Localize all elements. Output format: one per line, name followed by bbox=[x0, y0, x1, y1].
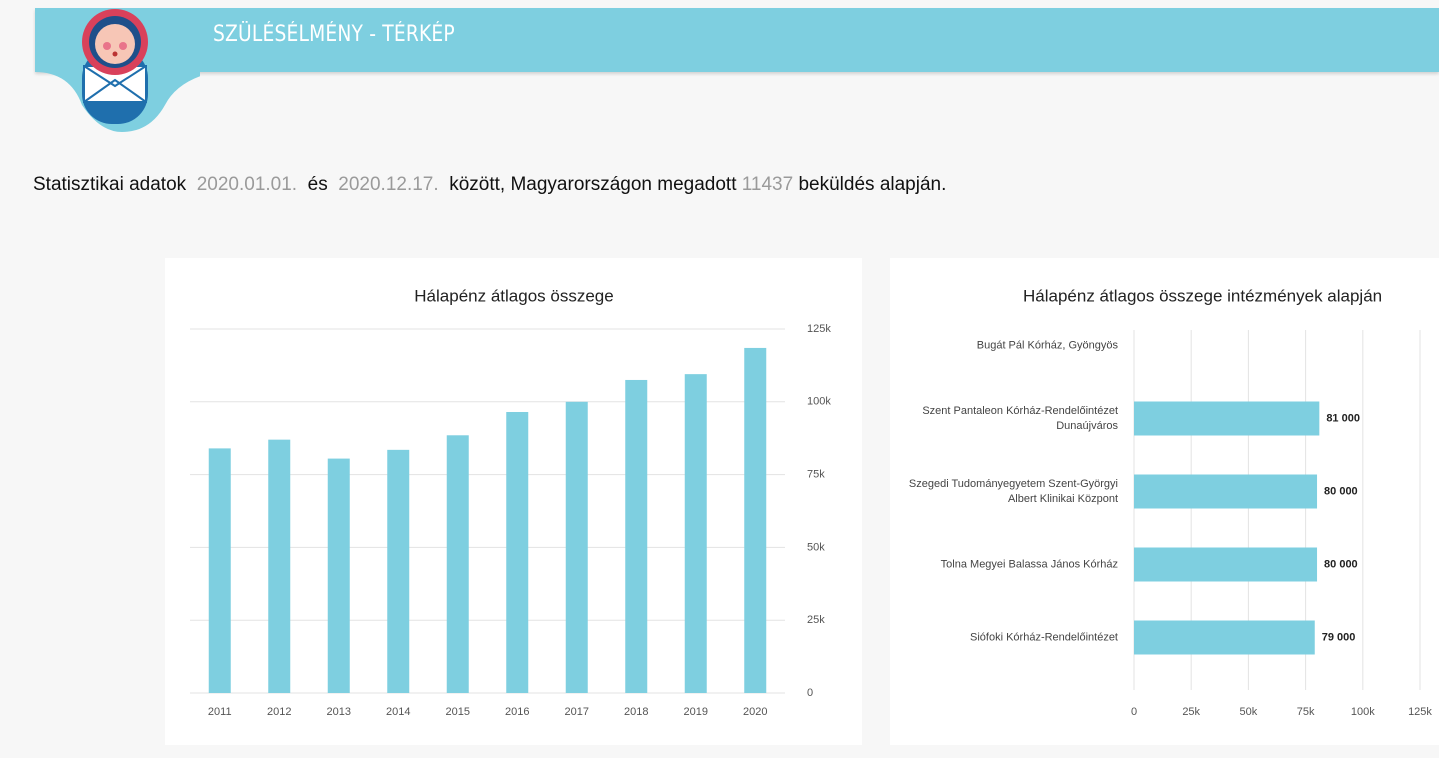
x-tick-label: 2011 bbox=[208, 706, 232, 718]
bar bbox=[506, 412, 528, 693]
x-tick-label: 125k bbox=[1408, 706, 1432, 718]
y-tick-label: 75k bbox=[807, 469, 825, 481]
bar bbox=[1134, 621, 1315, 655]
x-tick-label: 2020 bbox=[743, 706, 767, 718]
chart-title: Hálapénz átlagos összege intézmények ala… bbox=[1023, 286, 1382, 305]
bar bbox=[1134, 548, 1317, 582]
bar bbox=[1134, 475, 1317, 509]
bar bbox=[447, 435, 469, 693]
category-label: Szent Pantaleon Kórház-Rendelőintézet Du… bbox=[908, 404, 1118, 434]
y-tick-label: 25k bbox=[807, 614, 825, 626]
bar bbox=[1134, 402, 1319, 436]
bar bbox=[685, 374, 707, 693]
category-label: Bugát Pál Kórház, Gyöngyös bbox=[908, 338, 1118, 353]
x-tick-label: 2016 bbox=[505, 706, 529, 718]
y-tick-label: 125k bbox=[807, 323, 831, 335]
bar bbox=[625, 380, 647, 693]
x-tick-label: 2014 bbox=[386, 706, 410, 718]
bar bbox=[387, 450, 409, 693]
bar bbox=[268, 440, 290, 693]
charts: Hálapénz átlagos összege 0 25k 50k 75k 100k 12… bbox=[0, 0, 1439, 758]
page: SZÜLÉSÉLMÉNY - TÉRKÉP Statisztikai adato… bbox=[0, 0, 1439, 758]
x-tick-label: 2019 bbox=[684, 706, 708, 718]
value-label: 80 000 bbox=[1324, 485, 1358, 497]
category-label: Tolna Megyei Balassa János Kórház bbox=[908, 557, 1118, 572]
y-tick-label: 0 bbox=[807, 687, 813, 699]
bar bbox=[744, 348, 766, 693]
y-tick-label: 100k bbox=[807, 396, 831, 408]
x-tick-label: 2018 bbox=[624, 706, 648, 718]
value-label: 81 000 bbox=[1326, 412, 1360, 424]
category-label: Szegedi Tudományegyetem Szent-Györgyi Al… bbox=[908, 477, 1118, 507]
x-tick-label: 2012 bbox=[267, 706, 291, 718]
x-tick-label: 2017 bbox=[565, 706, 589, 718]
category-label: Siófoki Kórház-Rendelőintézet bbox=[908, 630, 1118, 645]
x-tick-label: 25k bbox=[1182, 706, 1200, 718]
x-tick-label: 2015 bbox=[446, 706, 470, 718]
x-tick-label: 75k bbox=[1297, 706, 1315, 718]
x-tick-label: 50k bbox=[1240, 706, 1258, 718]
value-label: 80 000 bbox=[1324, 558, 1358, 570]
bar bbox=[328, 459, 350, 693]
value-label: 79 000 bbox=[1322, 631, 1356, 643]
chart-title: Hálapénz átlagos összege bbox=[414, 286, 613, 305]
x-tick-label: 0 bbox=[1131, 706, 1137, 718]
y-tick-label: 50k bbox=[807, 541, 825, 553]
x-tick-label: 100k bbox=[1351, 706, 1375, 718]
bar bbox=[209, 448, 231, 693]
bar bbox=[566, 402, 588, 693]
x-tick-label: 2013 bbox=[327, 706, 351, 718]
